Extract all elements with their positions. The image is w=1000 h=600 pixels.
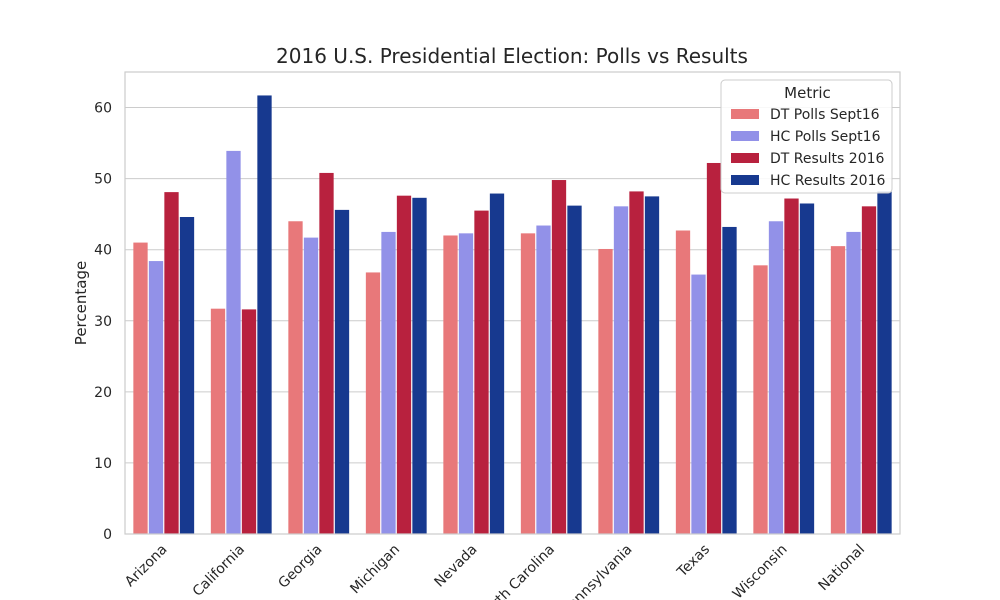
legend-title: Metric xyxy=(784,84,831,102)
bar xyxy=(784,198,799,535)
bar xyxy=(830,246,846,534)
bar xyxy=(365,272,381,534)
bar xyxy=(381,231,396,534)
bar xyxy=(489,193,505,534)
legend: Metric DT Polls Sept16 HC Polls Sept16 DT R… xyxy=(720,79,893,194)
legend-box xyxy=(720,79,893,194)
bar xyxy=(629,191,644,534)
y-tick-label: 40 xyxy=(94,243,112,259)
bar xyxy=(598,248,613,534)
bar xyxy=(613,206,629,534)
bar xyxy=(179,216,195,534)
y-tick-label: 30 xyxy=(94,314,112,330)
bar xyxy=(861,206,877,534)
bar xyxy=(148,261,164,534)
bar xyxy=(753,265,768,534)
legend-item-label: HC Polls Sept16 xyxy=(770,129,881,145)
legend-swatch xyxy=(731,175,759,185)
bar xyxy=(846,231,861,534)
bar xyxy=(319,172,334,534)
bar xyxy=(164,192,179,534)
legend-swatch xyxy=(731,109,759,119)
bar xyxy=(644,196,660,534)
bar xyxy=(288,221,303,534)
y-tick-label: 0 xyxy=(103,527,112,543)
bar xyxy=(691,274,706,534)
y-tick-label: 20 xyxy=(94,385,112,401)
bar xyxy=(474,210,489,534)
bar xyxy=(412,197,427,534)
bar xyxy=(520,233,536,535)
chart-title: 2016 U.S. Presidential Election: Polls v… xyxy=(276,44,748,68)
bar xyxy=(226,150,241,534)
legend-item-label: DT Results 2016 xyxy=(770,151,885,167)
bar xyxy=(768,221,784,534)
bars xyxy=(133,95,892,535)
bar xyxy=(722,226,737,534)
bar xyxy=(133,242,148,535)
bar xyxy=(334,209,350,535)
bar xyxy=(257,95,272,534)
bar xyxy=(458,233,474,535)
bar xyxy=(706,162,722,534)
legend-item-label: HC Results 2016 xyxy=(770,173,885,189)
y-axis-title: Percentage xyxy=(72,261,90,345)
bar xyxy=(210,308,226,534)
y-tick-labels: 0 10 20 30 40 50 60 xyxy=(94,101,112,543)
y-tick-label: 50 xyxy=(94,172,112,188)
plot-frame xyxy=(124,71,901,535)
y-tick-label: 10 xyxy=(94,456,112,472)
bar xyxy=(241,309,257,534)
legend-item-label: DT Polls Sept16 xyxy=(770,107,880,123)
bar xyxy=(551,180,567,534)
legend-swatch xyxy=(731,153,759,163)
bar xyxy=(536,225,551,534)
bar xyxy=(303,237,319,534)
bar xyxy=(567,205,582,534)
bar xyxy=(675,230,691,535)
bar xyxy=(877,191,892,534)
legend-swatch xyxy=(731,131,759,141)
bar xyxy=(396,195,412,535)
y-tick-label: 60 xyxy=(94,101,112,117)
bar xyxy=(799,203,815,534)
bar xyxy=(443,235,458,534)
